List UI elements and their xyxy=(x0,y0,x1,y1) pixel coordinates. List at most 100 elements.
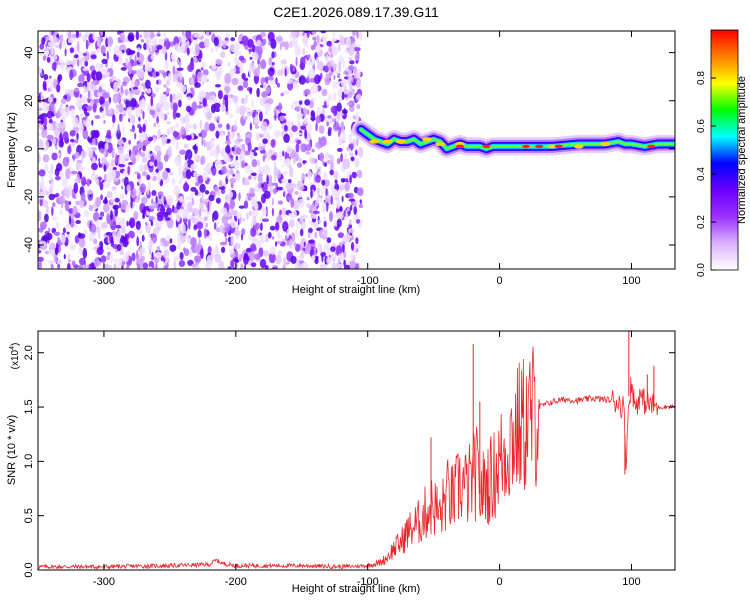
noise-speck xyxy=(276,240,282,245)
noise-speck xyxy=(204,208,207,216)
noise-speck xyxy=(136,249,139,261)
noise-speck xyxy=(41,128,48,138)
noise-speck xyxy=(124,88,129,96)
noise-speck xyxy=(336,158,341,164)
noise-speck xyxy=(86,189,93,195)
noise-speck xyxy=(317,186,320,197)
noise-speck xyxy=(169,244,177,252)
noise-speck xyxy=(51,264,54,269)
noise-speck xyxy=(220,130,224,137)
noise-speck xyxy=(353,72,359,79)
noise-speck xyxy=(224,140,232,145)
noise-speck xyxy=(179,85,187,93)
noise-speck xyxy=(38,227,44,233)
noise-speck xyxy=(100,221,108,229)
noise-speck xyxy=(168,127,175,135)
noise-speck xyxy=(326,256,332,265)
noise-speck xyxy=(181,223,186,235)
noise-speck xyxy=(49,102,55,111)
spectrogram-x-ticks: -300 -200 -100 0 100 xyxy=(93,31,641,287)
noise-speck xyxy=(114,197,120,203)
noise-speck xyxy=(139,104,142,108)
noise-speck xyxy=(145,79,151,90)
noise-speck xyxy=(51,152,58,161)
noise-speck xyxy=(304,88,311,96)
noise-speck xyxy=(209,234,212,242)
noise-speck xyxy=(313,222,320,229)
noise-speck xyxy=(100,147,105,154)
noise-speck xyxy=(139,34,142,38)
noise-speck xyxy=(260,222,263,232)
noise-speck xyxy=(265,102,272,112)
noise-speck xyxy=(210,141,215,149)
noise-speck xyxy=(328,94,333,102)
spectrogram-y-ticks: -40 -20 0 20 40 xyxy=(23,47,675,253)
noise-speck xyxy=(339,98,342,104)
noise-speck xyxy=(281,164,285,168)
noise-speck xyxy=(234,242,241,250)
noise-speck xyxy=(191,263,197,268)
noise-speck xyxy=(67,253,70,260)
noise-speck xyxy=(338,130,341,138)
noise-speck xyxy=(279,43,282,51)
noise-speck xyxy=(254,52,259,60)
noise-speck xyxy=(347,91,353,99)
noise-speck xyxy=(225,237,228,244)
noise-speck xyxy=(219,241,227,246)
noise-speck xyxy=(344,181,351,192)
noise-speck xyxy=(249,122,252,131)
noise-speck xyxy=(316,60,324,71)
noise-speck xyxy=(48,259,55,265)
noise-speck xyxy=(304,128,307,140)
noise-speck xyxy=(88,133,92,138)
noise-speck xyxy=(128,139,131,145)
noise-speck xyxy=(131,50,136,54)
noise-speck xyxy=(178,61,182,68)
y-tick-label: 1.5 xyxy=(23,399,35,414)
noise-speck xyxy=(169,238,173,244)
noise-speck xyxy=(255,113,258,119)
noise-speck xyxy=(332,201,335,207)
noise-speck xyxy=(310,117,316,121)
noise-speck xyxy=(202,97,207,107)
noise-speck xyxy=(59,34,64,44)
noise-speck xyxy=(172,73,177,83)
noise-speck xyxy=(112,93,119,104)
noise-speck xyxy=(296,139,302,145)
noise-speck xyxy=(290,209,297,219)
noise-speck xyxy=(99,96,105,105)
noise-speck xyxy=(51,126,54,131)
noise-speck xyxy=(262,250,270,257)
noise-speck xyxy=(251,210,259,218)
noise-speck xyxy=(353,205,358,215)
noise-speck xyxy=(38,139,44,150)
noise-speck xyxy=(158,69,166,74)
noise-speck xyxy=(110,210,113,221)
noise-speck xyxy=(92,212,100,222)
noise-speck xyxy=(192,123,198,130)
noise-speck xyxy=(211,64,217,70)
noise-speck xyxy=(98,175,101,187)
noise-speck xyxy=(68,31,72,41)
noise-speck xyxy=(262,81,267,90)
noise-speck xyxy=(148,240,154,247)
noise-speck xyxy=(300,56,306,67)
noise-speck xyxy=(319,152,324,162)
noise-speck xyxy=(175,112,181,118)
noise-speck xyxy=(342,244,345,253)
noise-speck xyxy=(40,72,44,76)
noise-speck xyxy=(158,38,164,45)
noise-speck xyxy=(115,225,122,229)
noise-speck xyxy=(295,105,301,112)
noise-speck xyxy=(260,59,267,70)
noise-speck xyxy=(305,243,312,252)
noise-speck xyxy=(176,191,179,203)
noise-speck xyxy=(56,259,62,264)
noise-speck xyxy=(156,44,163,50)
noise-speck xyxy=(344,86,347,94)
noise-speck xyxy=(271,182,279,186)
noise-speck xyxy=(108,233,111,242)
noise-speck xyxy=(349,60,355,65)
noise-speck xyxy=(248,210,253,216)
noise-speck xyxy=(267,232,272,239)
